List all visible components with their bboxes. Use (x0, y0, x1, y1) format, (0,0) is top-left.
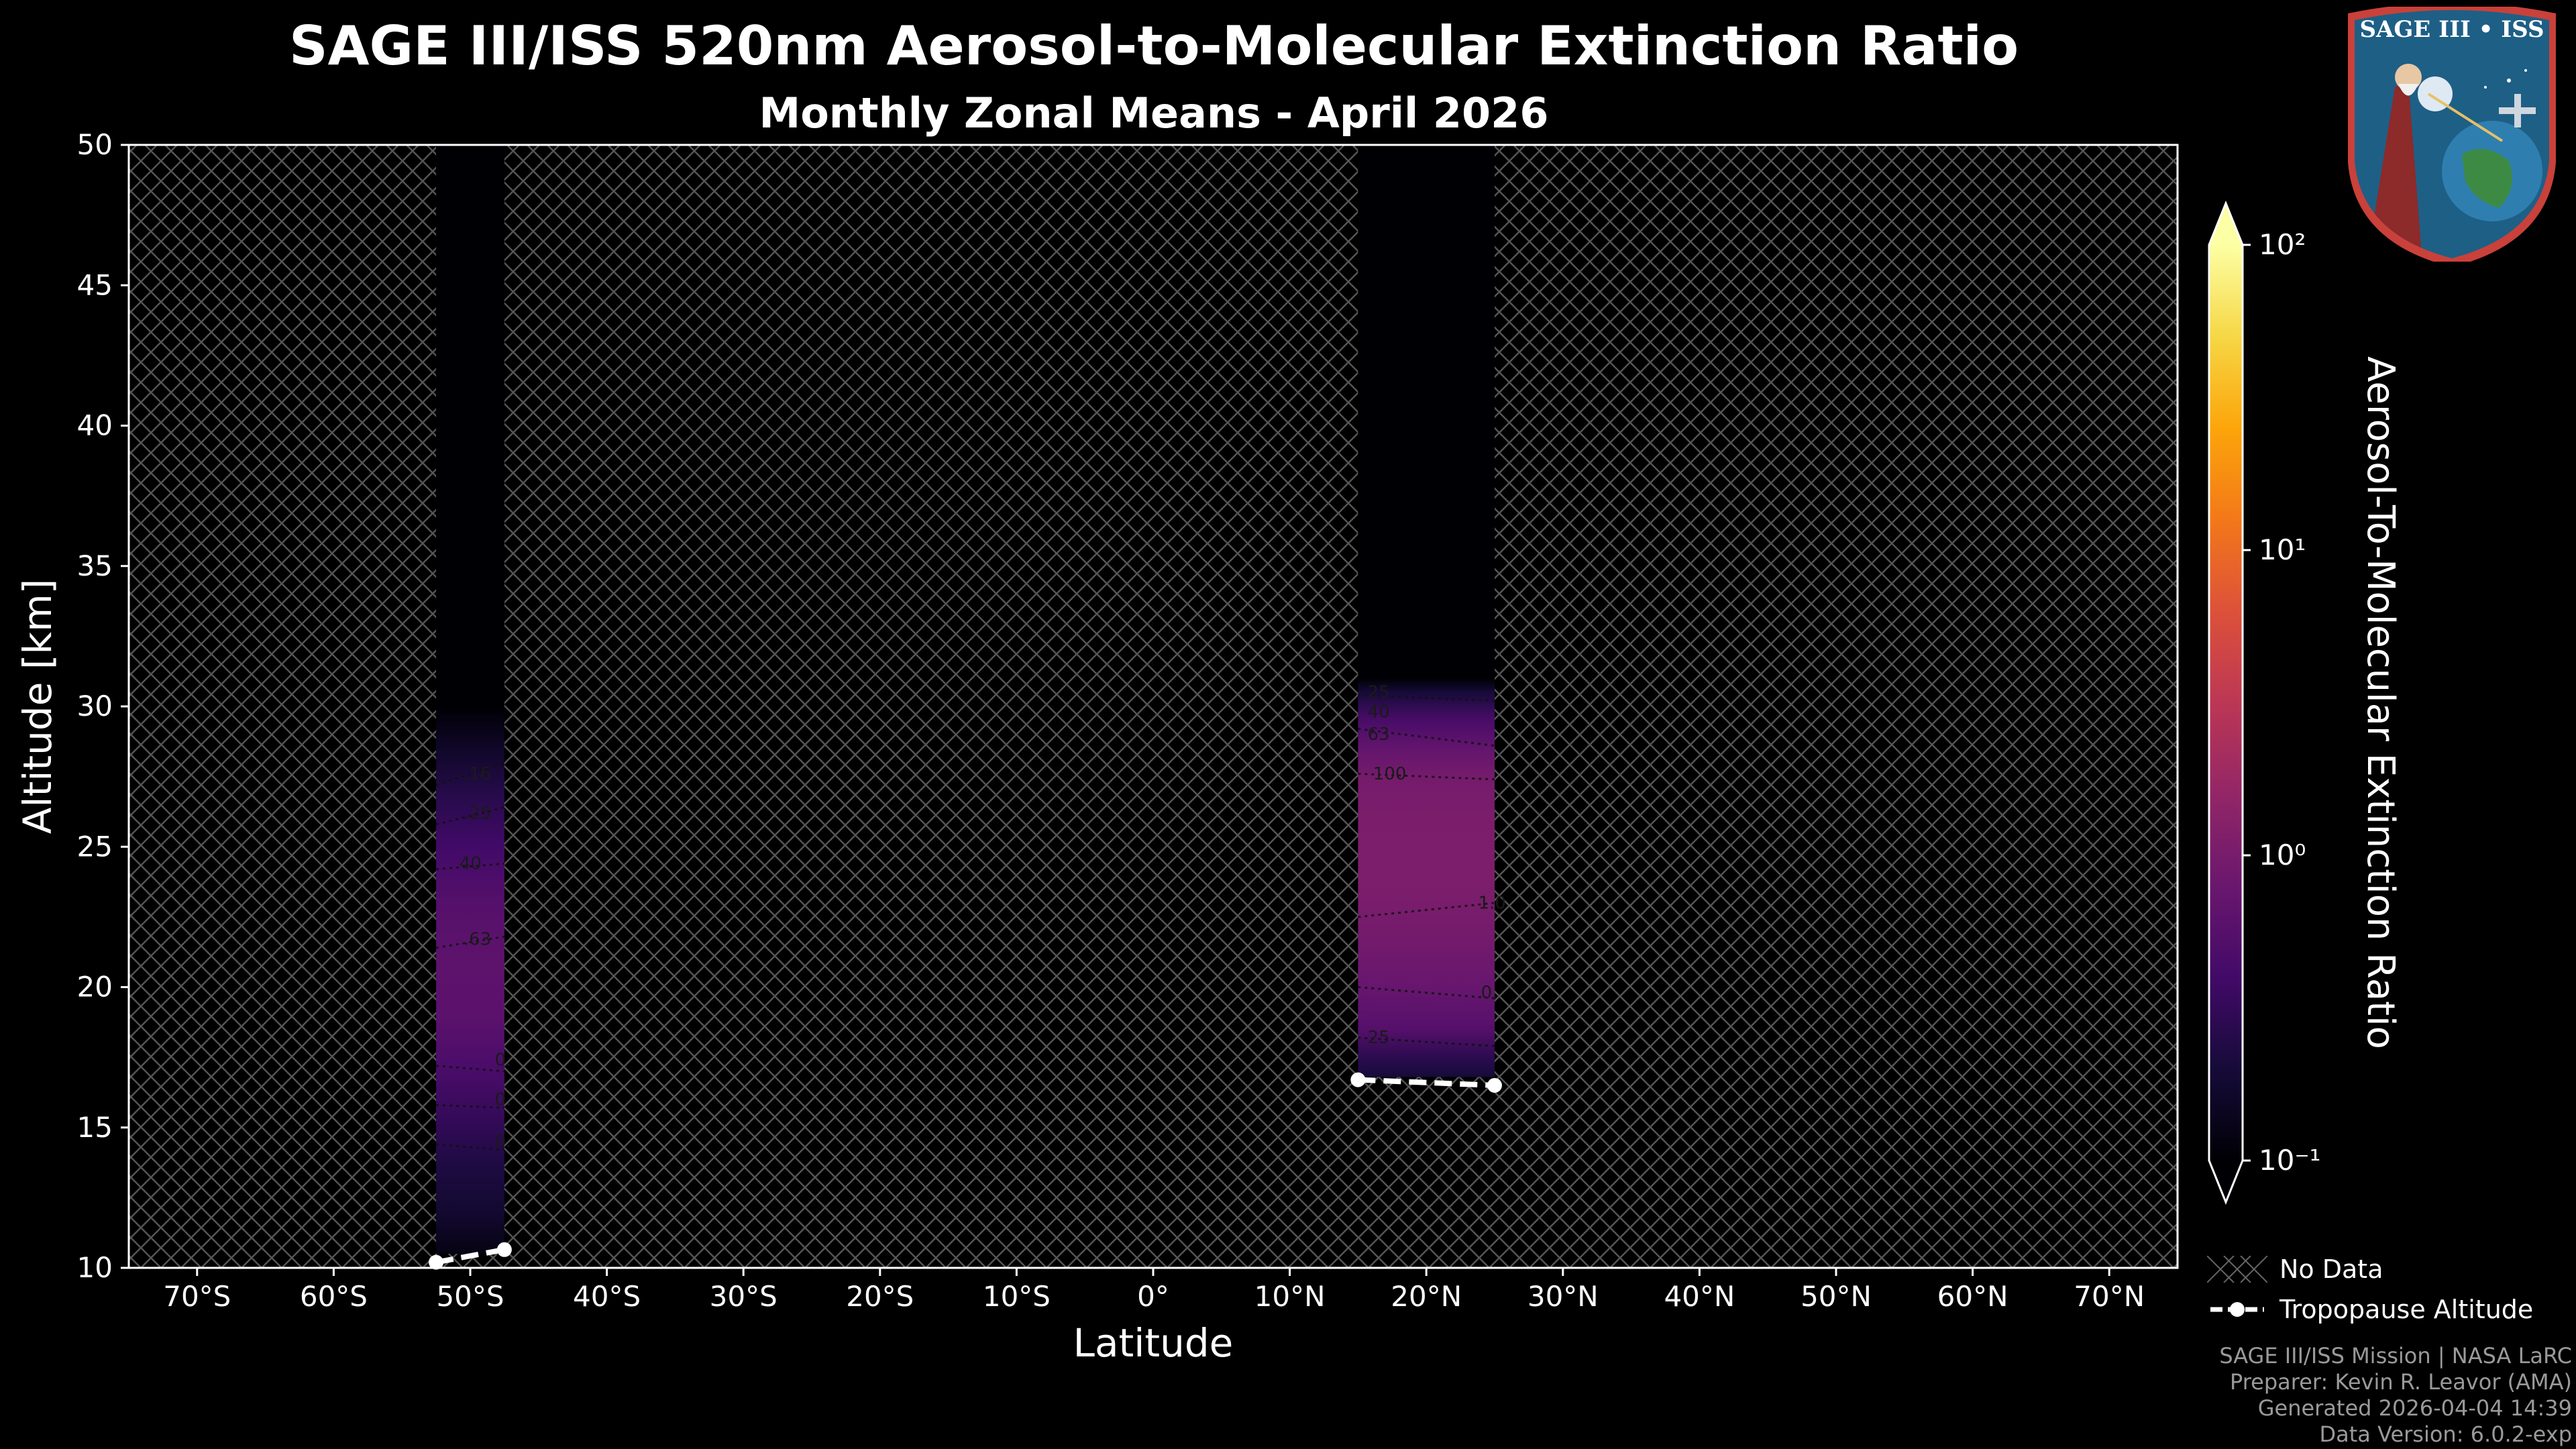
contour-line (1358, 727, 1495, 747)
contour-line (435, 935, 505, 949)
y-tick-label: 20 (77, 971, 113, 1004)
x-tick-label: 40°S (573, 1280, 641, 1313)
contour-label: 25 (1368, 682, 1390, 702)
colorbar-tick-label: 10² (2259, 228, 2306, 261)
sage-iss-mission-logo: SAGE III • ISS (2341, 3, 2563, 267)
legend-item-no-data: No Data (2207, 1249, 2533, 1289)
contour-line (1358, 902, 1495, 918)
contour-label: 0. (495, 1089, 512, 1110)
y-tick-label: 45 (77, 268, 113, 301)
y-tick-label: 25 (77, 830, 113, 863)
contour-line (435, 1143, 505, 1151)
y-tick-label: 50 (77, 128, 113, 161)
contour-line (1358, 694, 1495, 702)
legend: No Data Tropopause Altitude (2207, 1249, 2533, 1330)
colorbar (2209, 245, 2243, 1161)
tropopause-point (1487, 1077, 1502, 1093)
contour-label: .63 (464, 930, 491, 950)
contour-line (1358, 772, 1495, 781)
data-column-2 (1358, 145, 1495, 1077)
contour-line (436, 1104, 504, 1109)
y-tick-label: 15 (77, 1111, 113, 1144)
colorbar-tick-label: 10⁰ (2259, 839, 2306, 871)
y-tick-label: 30 (77, 690, 113, 722)
x-tick-label: 30°S (710, 1280, 777, 1313)
colorbar-extend-min (2209, 1161, 2243, 1202)
contour-line (1358, 986, 1495, 1000)
contour-label: 0. (495, 1132, 512, 1152)
contour-label: 1.0 (1479, 893, 1506, 913)
contour-label: 0. (1481, 983, 1498, 1003)
chart-subtitle: Monthly Zonal Means - April 2026 (759, 89, 1549, 138)
x-tick-label: 20°N (1391, 1280, 1462, 1313)
contour-line (1358, 1036, 1495, 1047)
x-axis-label: Latitude (1073, 1320, 1234, 1366)
tropopause-point (429, 1254, 444, 1270)
contour-line (435, 1065, 505, 1073)
colorbar-tick-label: 10⁻¹ (2259, 1144, 2320, 1177)
legend-tropopause-swatch (2210, 1302, 2264, 1317)
contour-label: 40 (1368, 702, 1390, 722)
data-column-1 (436, 145, 504, 1254)
contour-line (435, 806, 505, 826)
x-tick-label: 30°N (1527, 1280, 1599, 1313)
legend-hatch-swatch (2207, 1256, 2267, 1283)
y-tick-label: 10 (77, 1251, 113, 1284)
x-tick-label: 70°S (163, 1280, 231, 1313)
credit-mission: SAGE III/ISS Mission | NASA LaRC (2219, 1343, 2572, 1368)
contour-label: .16 (464, 764, 491, 784)
colorbar-label: Aerosol-To-Molecular Extinction Ratio (2359, 356, 2402, 1049)
contour-line (435, 862, 505, 871)
colorbar-tick-label: 10¹ (2259, 533, 2306, 566)
y-tick-label: 40 (77, 409, 113, 442)
contour-label: 40 (460, 854, 482, 874)
x-tick-label: 10°S (983, 1280, 1051, 1313)
x-tick-label: 0° (1137, 1280, 1169, 1313)
x-tick-label: 10°N (1254, 1280, 1326, 1313)
contour-label: 100 (1373, 764, 1407, 784)
legend-item-tropopause: Tropopause Altitude (2207, 1289, 2533, 1330)
tropopause-line (435, 1246, 505, 1265)
legend-label-tropopause: Tropopause Altitude (2279, 1295, 2534, 1324)
credit-generated: Generated 2026-04-04 14:39 (2257, 1395, 2572, 1421)
y-tick-label: 35 (77, 549, 113, 582)
contour-label: .25 (464, 803, 491, 823)
credit-data-version: Data Version: 6.0.2-exp (2319, 1421, 2572, 1447)
contour-label: 63 (1368, 724, 1390, 745)
x-tick-label: 70°N (2074, 1280, 2145, 1313)
tropopause-point (1350, 1072, 1366, 1087)
x-tick-label: 20°S (846, 1280, 914, 1313)
y-axis-label: Altitude [km] (15, 579, 60, 834)
colorbar-extend-max (2209, 203, 2243, 245)
x-tick-label: 60°N (1937, 1280, 2008, 1313)
logo-title-text: SAGE III • ISS (2359, 16, 2544, 43)
tropopause-point (496, 1242, 512, 1257)
chart-title: SAGE III/ISS 520nm Aerosol-to-Molecular … (288, 15, 2019, 77)
x-tick-label: 50°S (436, 1280, 504, 1313)
x-tick-label: 50°N (1801, 1280, 1872, 1313)
x-tick-label: 60°S (300, 1280, 368, 1313)
credit-preparer: Preparer: Kevin R. Leavor (AMA) (2229, 1369, 2572, 1395)
contour-label: 0. (495, 1051, 512, 1071)
credits-block: SAGE III/ISS Mission | NASA LaRC Prepare… (2219, 1343, 2572, 1448)
tropopause-line (1358, 1077, 1495, 1088)
contour-line (435, 761, 505, 786)
contour-label: 25 (1368, 1028, 1390, 1048)
legend-label-no-data: No Data (2279, 1254, 2383, 1284)
x-tick-label: 40°N (1664, 1280, 1735, 1313)
